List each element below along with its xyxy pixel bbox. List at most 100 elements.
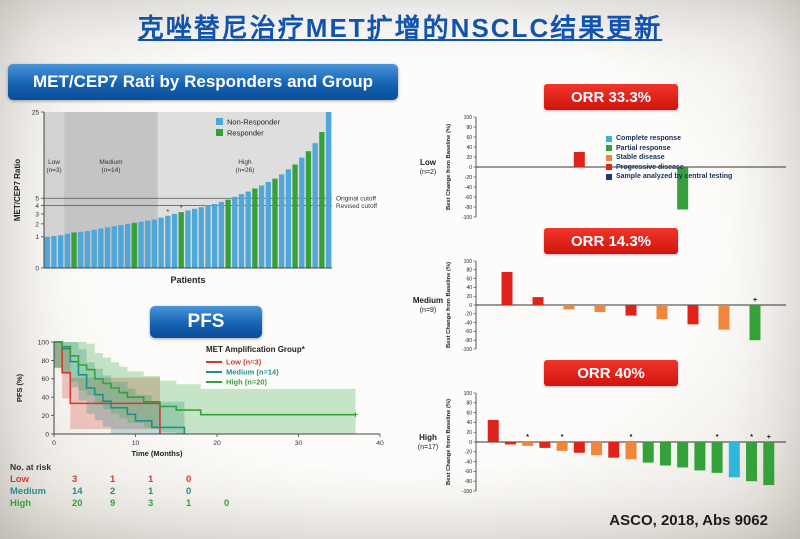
risk-row-medium: Medium 14 2 1 0 [8,486,400,498]
legend-label: Complete response [616,135,681,143]
svg-text:100: 100 [464,259,473,265]
svg-text:-60: -60 [465,469,472,475]
pfs-kaplan-meier-chart: +0 20 40 60 80 100 0 10 20 30 40 Time (Months) PFS (… [15,339,384,458]
svg-text:Medium (n=14): Medium (n=14) [226,368,279,377]
risk-count: 2 [110,486,116,497]
svg-text:5: 5 [35,196,39,203]
risk-count: 1 [110,474,116,485]
waterfall-chart-medium: -100 -80 -60 -40 -20 0 20 40 60 80 100 Best Change … [413,259,786,353]
legend-item: Stable disease [606,153,798,163]
svg-text:High (n=20): High (n=20) [226,378,268,387]
ratio-chart-header: MET/CEP7 Rati by Responders and Group [8,64,398,100]
pfs-header: PFS [150,306,262,338]
svg-text:Best Change from Baseline (%): Best Change from Baseline (%) [446,124,452,210]
svg-text:*: * [526,434,529,441]
svg-text:Original cutoff: Original cutoff [336,195,376,202]
legend-label: Progressive disease [616,163,684,171]
legend-label: Sample analyzed by central testing [616,173,733,181]
svg-text:-100: -100 [462,489,472,495]
svg-text:25: 25 [32,109,40,116]
risk-count: 1 [186,498,192,509]
svg-text:Best Change from Baseline (%): Best Change from Baseline (%) [446,399,452,485]
svg-text:Non-Responder: Non-Responder [227,118,280,127]
svg-text:4: 4 [35,203,39,210]
risk-count: 9 [110,498,116,509]
svg-text:*: * [180,205,183,212]
risk-count: 14 [72,486,83,497]
legend-label: Stable disease [616,154,665,162]
svg-text:Low (n=3): Low (n=3) [226,358,262,367]
svg-text:High: High [419,433,437,442]
svg-text:Medium: Medium [99,159,122,166]
svg-text:(n=9): (n=9) [420,307,437,314]
svg-text:Low: Low [48,159,60,166]
waterfall-chart-high: -100 -80 -60 -40 -20 0 20 40 60 80 100 Best Change … [418,391,786,495]
svg-text:100: 100 [464,115,473,121]
svg-text:20: 20 [213,440,221,447]
risk-count: 3 [148,498,154,509]
svg-text:80: 80 [466,125,472,131]
svg-text:60: 60 [466,410,472,416]
svg-text:60: 60 [41,376,49,383]
orr-badge-medium: ORR 14.3% [544,228,678,254]
svg-text:30: 30 [295,440,303,447]
svg-text:-40: -40 [465,459,472,465]
svg-text:*: * [167,209,170,216]
svg-text:(n=17): (n=17) [418,444,438,451]
legend-swatch [606,164,612,171]
risk-row-low: Low 3 1 1 0 [8,474,400,486]
svg-text:-40: -40 [465,185,472,191]
met-cep7-ratio-waterfall-chart: Low(n=3) Medium(n=14) High(n=26) Original c… [13,109,377,285]
svg-text:*: * [716,434,719,441]
orr-panel-low: ORR 33.3% -100 -80 -60 -40 -20 0 20 40 60 80 100 Be… [412,84,796,228]
number-at-risk-table: No. at risk Low 3 1 1 0 Medium 14 2 1 0 High 20 9 3 1 0 [8,462,400,510]
slide-title: 克唑替尼治疗MET扩增的NSCLC结果更新 [137,13,663,43]
svg-text:20: 20 [41,413,49,420]
svg-text:-60: -60 [465,329,472,335]
svg-text:-40: -40 [465,320,472,326]
legend-swatch [606,154,612,161]
svg-text:+: + [353,409,358,419]
svg-text:100: 100 [464,391,473,397]
svg-text:-80: -80 [465,479,472,485]
svg-text:MET Amplification Group*: MET Amplification Group* [206,345,306,354]
svg-text:+: + [767,434,771,441]
legend-swatch [606,173,612,180]
risk-table-rows: Low 3 1 1 0 Medium 14 2 1 0 High 20 9 3 1 0 [8,474,400,510]
legend-item: Complete response [606,134,798,144]
svg-text:40: 40 [466,285,472,291]
svg-text:(n=2): (n=2) [420,169,437,176]
svg-text:PFS (%): PFS (%) [15,373,24,402]
risk-count: 1 [148,474,154,485]
svg-text:20: 20 [466,294,472,300]
orr-badge-high: ORR 40% [544,360,678,386]
risk-count: 1 [148,486,154,497]
response-legend: Complete response Partial response Stable … [606,134,798,182]
orr-panel-medium: ORR 14.3% -100 -80 -60 -40 -20 0 20 40 60 80 100 Be… [412,228,796,360]
svg-text:-20: -20 [465,175,472,181]
svg-text:-60: -60 [465,195,472,201]
orr-badge-low: ORR 33.3% [544,84,678,110]
waterfall-chart-low: -100 -80 -60 -40 -20 0 20 40 60 80 100 Best Change … [420,115,786,221]
risk-row-label: Low [10,474,29,485]
svg-text:*: * [630,434,633,441]
risk-row-high: High 20 9 3 1 0 [8,498,400,510]
svg-text:Patients: Patients [170,275,205,285]
svg-text:-20: -20 [465,312,472,318]
svg-text:Best Change from Baseline (%): Best Change from Baseline (%) [446,262,452,348]
risk-count: 0 [224,498,230,509]
svg-text:100: 100 [38,339,50,346]
svg-text:20: 20 [466,430,472,436]
svg-text:0: 0 [469,440,472,446]
svg-text:80: 80 [41,358,49,365]
svg-text:80: 80 [466,401,472,407]
legend-label: Partial response [616,144,671,152]
svg-text:0: 0 [52,440,56,447]
svg-text:MET/CEP7 Ratio: MET/CEP7 Ratio [13,159,22,221]
svg-text:(n=14): (n=14) [101,167,120,174]
svg-text:40: 40 [41,395,49,402]
svg-text:60: 60 [466,135,472,141]
orr-panel-high: ORR 40% -100 -80 -60 -40 -20 0 20 40 60 80 100 Best… [412,360,796,502]
svg-text:0: 0 [35,265,39,272]
svg-text:Medium: Medium [413,296,443,305]
